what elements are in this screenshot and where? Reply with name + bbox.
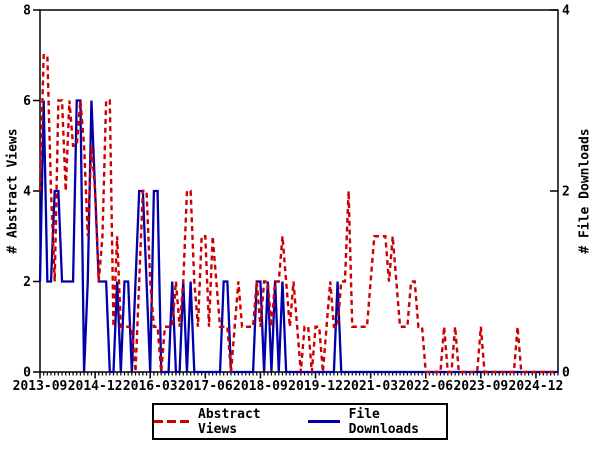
left-tick-label: 8 (23, 4, 31, 19)
x-tick-label: 2021-03 (343, 379, 398, 394)
solid-line-sample (307, 420, 340, 423)
x-tick-label: 2016-03 (123, 379, 178, 394)
left-tick-label: 0 (23, 366, 31, 381)
legend-item-abstract-views: Abstract Views (154, 407, 292, 437)
left-axis-title: # Abstract Views (5, 128, 21, 254)
dashed-line-sample (154, 420, 189, 423)
x-tick-label: 2019-12 (288, 379, 343, 394)
left-tick-label: 6 (23, 94, 31, 109)
right-tick-label: 2 (562, 185, 570, 200)
x-tick-label: 2017-06 (178, 379, 233, 394)
x-tick-label: 2013-09 (13, 379, 68, 394)
x-tick-label: 2014-12 (68, 379, 123, 394)
right-tick-label: 4 (562, 4, 570, 19)
right-axis-title: # File Downloads (577, 128, 593, 254)
legend-label-file-downloads: File Downloads (348, 406, 420, 437)
x-tick-label: 2024-12 (509, 379, 564, 394)
legend-item-file-downloads: File Downloads (307, 406, 446, 437)
legend-dash (180, 420, 189, 423)
legend-label-abstract-views: Abstract Views (198, 406, 261, 437)
legend-dash (154, 420, 163, 423)
left-tick-label: 4 (23, 185, 31, 200)
left-tick-label: 2 (23, 275, 31, 290)
right-tick-label: 0 (562, 366, 570, 381)
x-tick-label: 2022-06 (398, 379, 453, 394)
series-abstract-views (38, 54, 558, 374)
x-tick-label: 2018-09 (233, 379, 288, 394)
legend-dash (167, 420, 176, 423)
x-tick-label: 2023-09 (453, 379, 508, 394)
legend-box: Abstract Views File Downloads (152, 403, 448, 440)
